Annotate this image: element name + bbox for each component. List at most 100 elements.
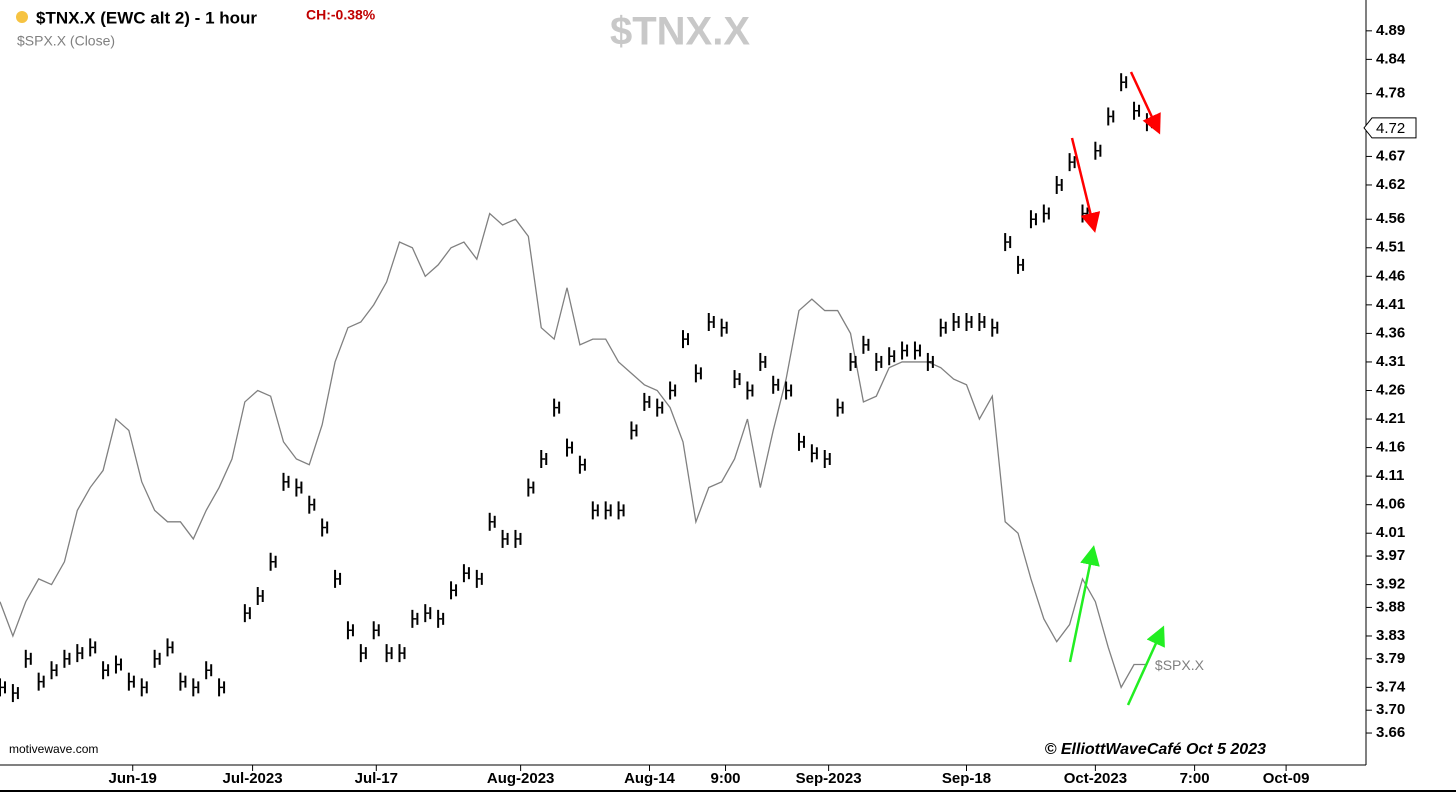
x-tick-label: Aug-2023 [487,770,555,787]
x-tick-label: Jul-2023 [223,770,283,787]
y-tick-label: 4.51 [1376,239,1405,256]
price-bar [630,421,638,440]
price-bar [114,655,122,674]
price-bar [256,587,264,606]
y-tick-label: 3.79 [1376,650,1405,667]
price-bar [24,649,32,668]
x-tick-label: Sep-2023 [796,770,862,787]
status-dot [16,11,28,23]
price-bar [836,398,844,417]
price-bar [37,672,45,691]
price-bar [823,450,831,468]
price-bar [385,644,393,663]
y-tick-label: 4.56 [1376,210,1405,227]
annotation-arrow [1126,625,1165,706]
y-tick-label: 3.92 [1376,576,1405,593]
y-tick-label: 3.88 [1376,598,1405,615]
y-tick-label: 4.31 [1376,353,1405,370]
price-bar [501,529,509,548]
y-tick-label: 4.46 [1376,267,1405,284]
annotation-arrow [1070,137,1101,233]
annotation-arrow [1068,545,1100,663]
price-bar [669,381,677,400]
price-bar [282,472,290,491]
price-bar [978,312,986,331]
price-bar [759,352,767,371]
price-bar [617,501,625,520]
price-bar [179,672,187,691]
price-bar [346,621,354,640]
price-bar [772,375,780,394]
price-bar [578,455,586,474]
price-bar [1094,141,1102,160]
plot-area [0,73,1153,703]
x-tick-label: 7:00 [1180,770,1210,787]
price-bar [243,604,251,623]
price-bar [218,678,226,697]
price-bar [1120,73,1128,92]
last-price-box [1363,117,1417,139]
y-tick-label: 4.89 [1376,22,1405,39]
annotation-arrow [1129,71,1161,135]
series-label: $SPX.X [1155,657,1205,673]
x-tick-label: Aug-14 [624,770,675,787]
price-bar [153,649,161,668]
source: motivewave.com [9,742,98,756]
price-bar [0,678,6,697]
y-tick-label: 4.21 [1376,410,1405,427]
y-tick-label: 4.06 [1376,496,1405,513]
price-bar [437,609,445,628]
y-tick-label: 4.84 [1376,50,1406,67]
price-bar [682,330,689,349]
x-tick-label: Jun-19 [109,770,157,787]
price-bar [462,564,470,583]
price-bar [1042,204,1050,223]
price-bar [1107,107,1115,126]
chart-title: $TNX.X (EWC alt 2) - 1 hour [36,8,257,27]
price-bar [359,644,367,663]
y-tick-label: 4.78 [1376,85,1405,102]
price-bar [553,398,561,417]
price-bar [888,347,896,366]
price-bar [926,352,934,371]
price-bar [1017,255,1025,274]
y-tick-label: 4.67 [1376,147,1405,164]
y-tick-label: 4.11 [1376,467,1404,484]
price-bar [656,398,664,417]
x-tick-label: Sep-18 [942,770,991,787]
price-bar [733,370,741,389]
y-tick-label: 3.97 [1376,547,1405,564]
overlay-label: $SPX.X (Close) [17,33,115,49]
y-tick-label: 3.83 [1376,627,1405,644]
price-bar [102,661,110,680]
price-bar [939,318,947,337]
x-tick-label: Jul-17 [355,770,398,787]
price-bar [591,501,599,520]
price-bar [965,312,973,331]
y-tick-label: 4.62 [1376,176,1405,193]
price-bar [140,678,148,697]
price-bar [604,501,612,520]
price-bar [566,438,574,457]
price-bar [1133,101,1141,120]
price-bar [308,495,316,514]
price-bar [450,581,458,600]
last-price-label: 4.72 [1376,120,1405,137]
y-tick-label: 4.41 [1376,296,1405,313]
price-bar [514,529,522,548]
price-bar [1068,153,1076,172]
price-bar [720,318,728,337]
price-bar [321,518,329,537]
price-bar [488,512,496,531]
price-bar [1055,175,1063,194]
y-tick-label: 3.74 [1376,678,1406,695]
price-bar [334,569,342,588]
price-bar [372,621,380,640]
y-tick-label: 3.66 [1376,724,1405,741]
price-bar [1029,210,1037,229]
y-tick-label: 4.16 [1376,439,1405,456]
price-bar [398,644,406,663]
